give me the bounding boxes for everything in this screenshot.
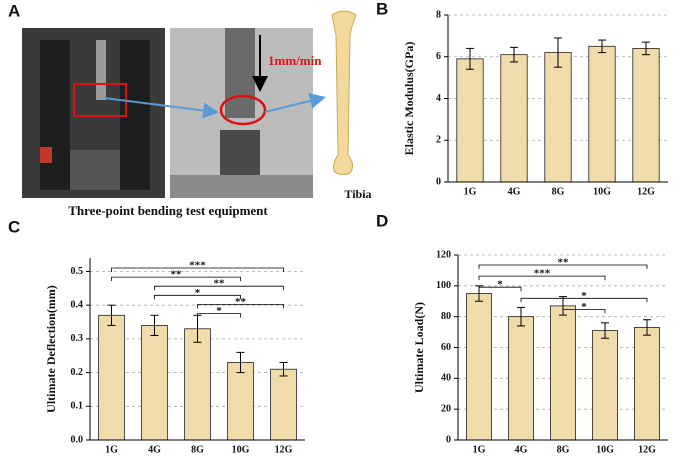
significance-label: * (195, 287, 201, 299)
y-tick-label: 4 (436, 93, 441, 104)
significance-label: *** (534, 268, 551, 280)
bone-label: Tibia (344, 187, 371, 201)
caption: Three-point bending test equipment (68, 203, 268, 218)
x-tick-label: 12G (275, 444, 293, 455)
significance-label: * (497, 279, 503, 291)
significance-bracket (111, 276, 241, 282)
bar (634, 327, 661, 441)
x-tick-label: 12G (637, 186, 655, 197)
panel-label: C (8, 217, 20, 236)
x-tick-label: 1G (473, 444, 486, 455)
bar (141, 325, 168, 441)
y-tick-label: 20 (441, 403, 451, 414)
bar (98, 314, 125, 441)
y-tick-label: 8 (436, 9, 441, 20)
bar (500, 54, 528, 183)
bar (465, 293, 492, 441)
panel-label: D (376, 211, 388, 230)
photo-detail (225, 28, 255, 118)
arrow (103, 97, 219, 119)
x-tick-label: 12G (638, 444, 656, 455)
x-tick-label: 10G (596, 444, 614, 455)
panel-label: B (376, 0, 388, 18)
significance-bracket (478, 264, 648, 269)
x-tick-label: 4G (148, 444, 161, 455)
x-tick-label: 1G (105, 444, 118, 455)
bar (456, 58, 484, 183)
bar (507, 316, 534, 441)
photo-detail (40, 147, 52, 163)
significance-bracket (520, 297, 648, 303)
photo-detail (70, 150, 120, 190)
significance-bracket (197, 304, 284, 309)
bar (550, 305, 577, 441)
photo-detail (40, 40, 70, 190)
bar (632, 48, 660, 183)
y-tick-label: 0.4 (71, 299, 84, 310)
bar (544, 52, 572, 183)
bar (227, 362, 254, 441)
significance-bracket (154, 285, 284, 291)
significance-bracket (197, 313, 241, 318)
arrow (264, 93, 326, 113)
y-tick-label: 60 (441, 342, 451, 353)
y-tick-label: 0.1 (71, 401, 84, 412)
significance-bracket (111, 267, 284, 272)
y-tick-label: 80 (441, 311, 451, 322)
significance-label: * (581, 301, 587, 313)
significance-bracket (154, 294, 241, 300)
y-tick-label: 2 (436, 135, 441, 146)
x-tick-label: 8G (191, 444, 204, 455)
x-tick-label: 1G (464, 186, 477, 197)
significance-label: ** (171, 269, 183, 281)
y-tick-label: 0.3 (71, 333, 84, 344)
tibia-drawing (331, 10, 357, 176)
photo-detail (170, 175, 313, 198)
highlight-circle (219, 94, 267, 126)
y-tick-label: 100 (436, 280, 451, 291)
y-axis-title: Ultimate Load(N) (412, 302, 426, 393)
y-tick-label: 0 (436, 176, 441, 187)
x-tick-label: 4G (515, 444, 528, 455)
x-tick-label: 10G (232, 444, 250, 455)
y-tick-label: 0.5 (71, 266, 84, 277)
photo-detail (96, 40, 106, 100)
significance-label: ** (235, 296, 247, 308)
panel-label: A (8, 1, 20, 20)
y-axis-title: Ultimate Deflection(mm) (44, 285, 58, 413)
y-tick-label: 0.0 (71, 434, 84, 445)
x-tick-label: 10G (593, 186, 611, 197)
panel-a: A 1mm/min Tibia Three-point bending test… (8, 1, 372, 218)
bar (588, 45, 616, 183)
y-tick-label: 40 (441, 373, 451, 384)
significance-label: *** (189, 260, 206, 272)
bar (592, 330, 619, 441)
significance-label: * (216, 305, 222, 317)
significance-label: * (581, 290, 587, 302)
y-axis-title: Elastic Modulus(GPa) (402, 42, 416, 156)
y-tick-label: 120 (436, 249, 451, 260)
x-tick-label: 8G (557, 444, 570, 455)
significance-label: ** (558, 257, 570, 269)
bar (270, 368, 297, 441)
bar (184, 328, 211, 441)
significance-label: ** (214, 278, 226, 290)
x-tick-label: 8G (552, 186, 565, 197)
speed-label: 1mm/min (268, 53, 322, 68)
significance-bracket (478, 286, 522, 292)
y-tick-label: 0.2 (71, 367, 84, 378)
y-tick-label: 6 (436, 51, 441, 62)
x-tick-label: 4G (508, 186, 521, 197)
significance-bracket (562, 309, 606, 314)
significance-bracket (478, 275, 606, 281)
y-tick-label: 0 (446, 434, 451, 445)
